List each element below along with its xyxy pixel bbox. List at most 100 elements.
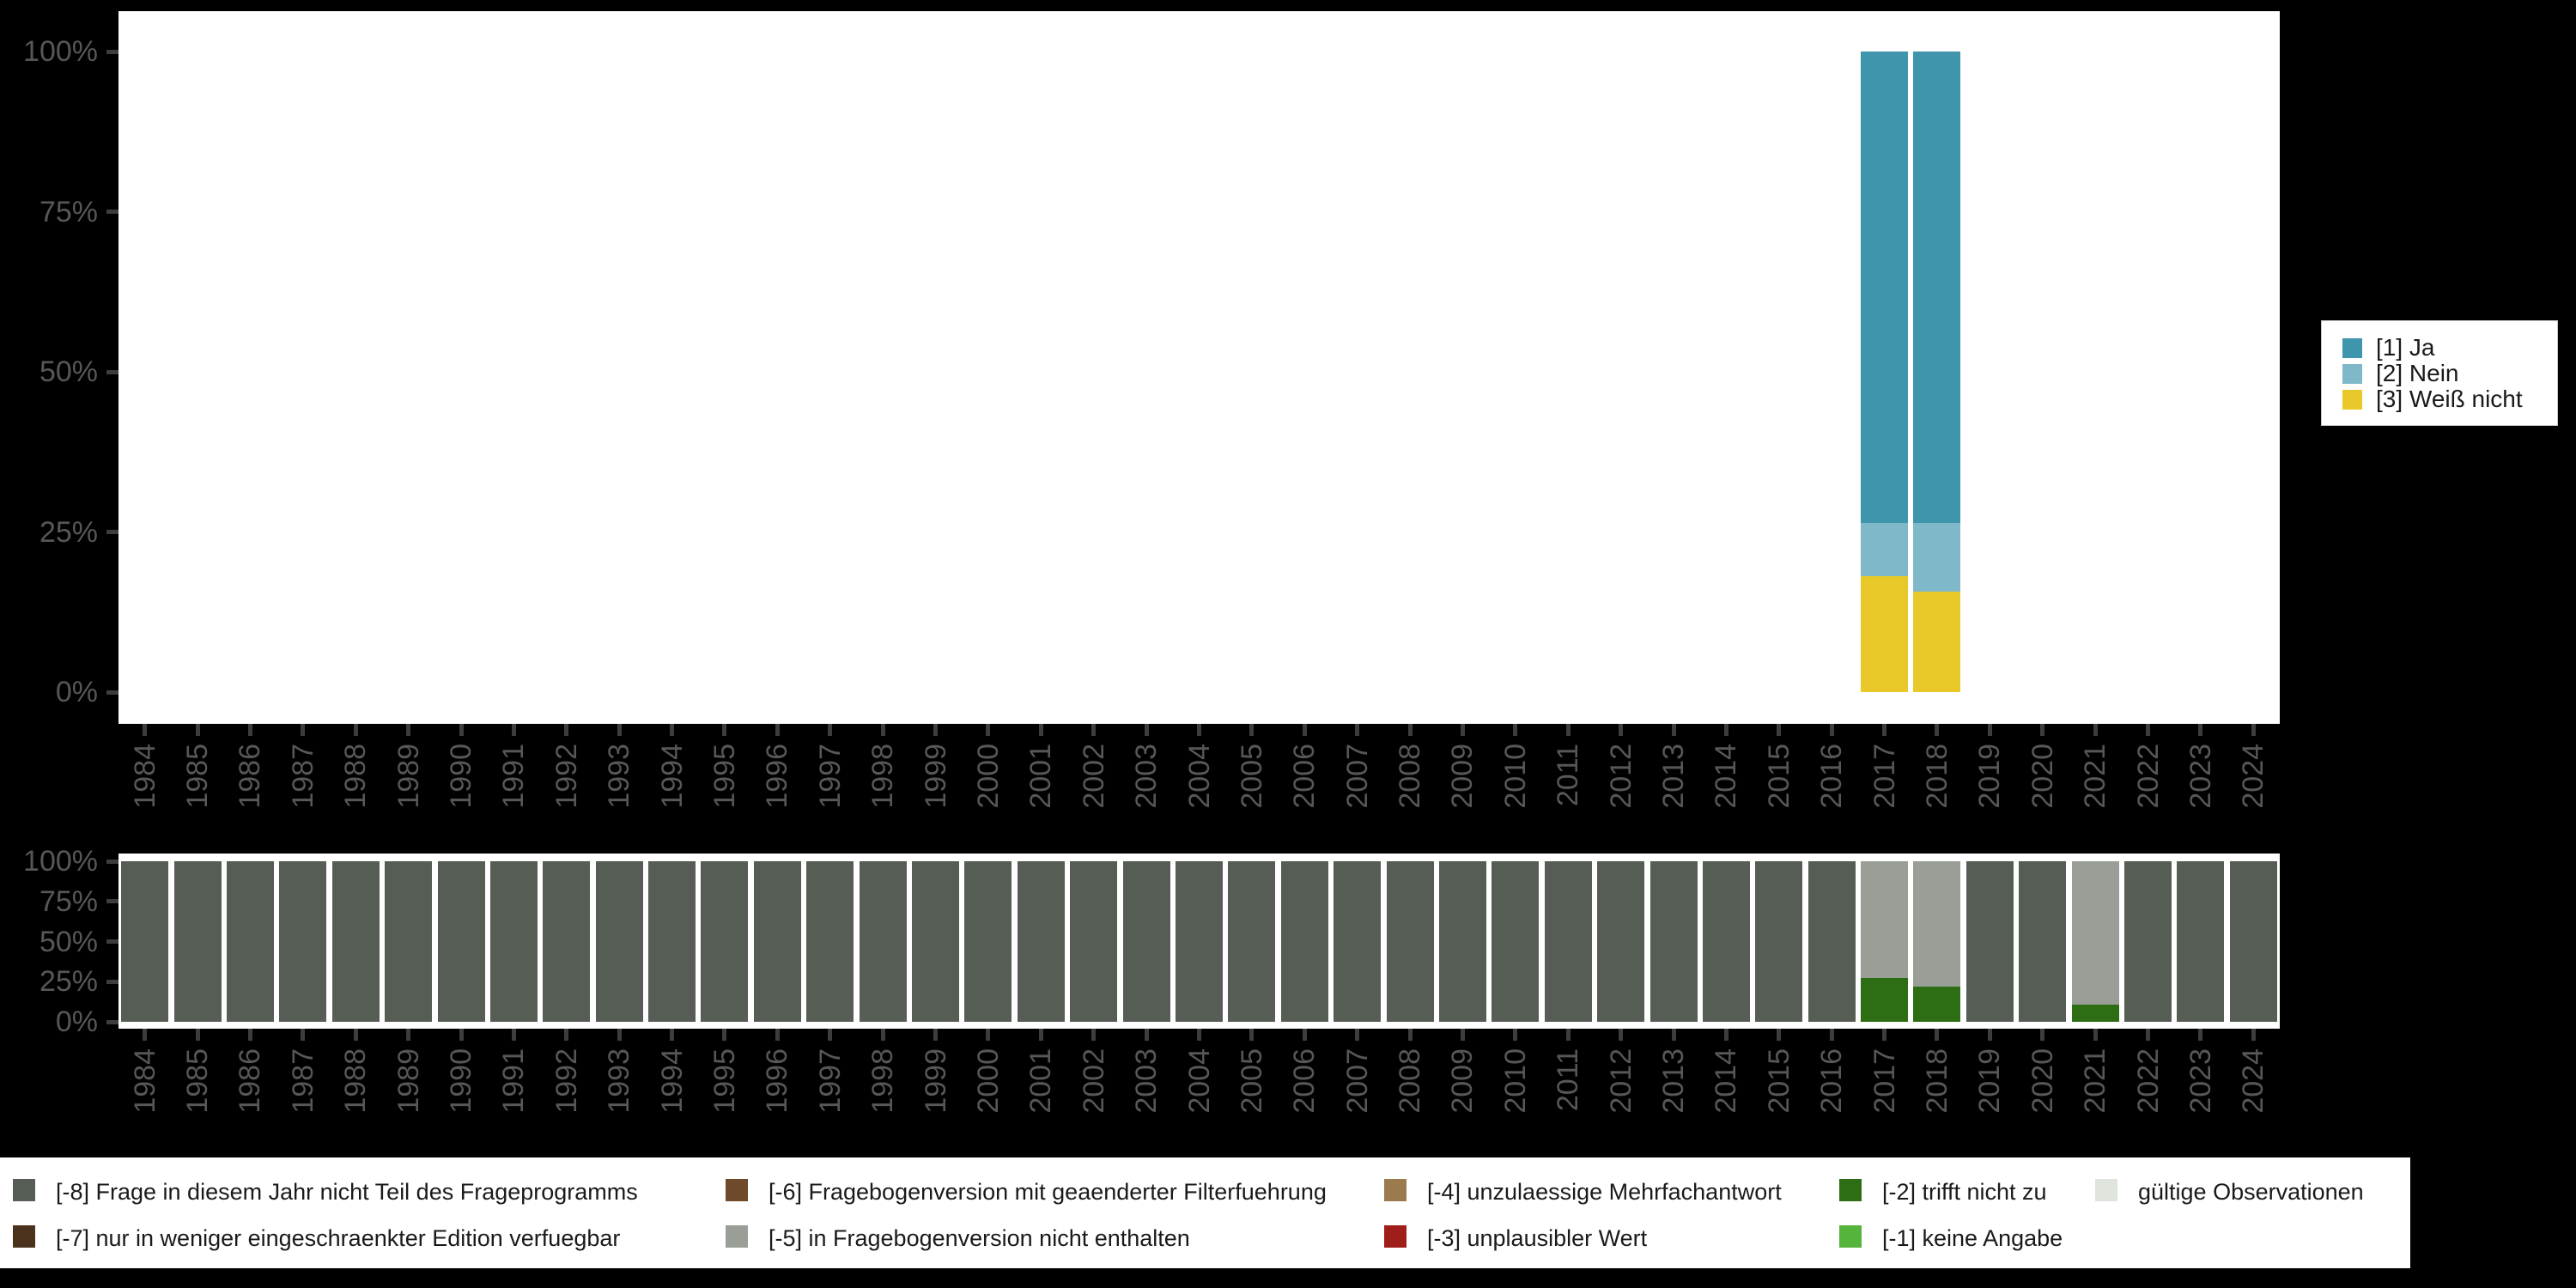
bottom-bar-2019 [1965, 861, 2014, 1022]
bottom-y-label: 50% [39, 925, 98, 958]
top-x-label: 1996 [761, 744, 794, 809]
top-bar-1995 [701, 52, 748, 692]
top-x-label: 1989 [392, 744, 425, 809]
bottom-x-tick [1407, 1029, 1413, 1041]
top-bar-2009 [1439, 52, 1486, 692]
top-bar-2008 [1387, 52, 1434, 692]
bottom-bar-1991 [489, 861, 538, 1022]
bottom-x-label: 2014 [1710, 1048, 1743, 1114]
top-x-tick [301, 724, 306, 736]
top-bar-2014 [1703, 52, 1750, 692]
top-x-tick [1935, 724, 1940, 736]
missing-legend-swatch [726, 1179, 748, 1201]
missing-legend-swatch [1839, 1225, 1862, 1248]
bottom-x-label: 2005 [1235, 1048, 1268, 1114]
top-x-tick [459, 724, 464, 736]
missing-legend-swatch [2095, 1179, 2117, 1201]
bottom-x-tick [143, 1029, 148, 1041]
top-bar-2004 [1176, 52, 1223, 692]
bottom-x-tick [1302, 1029, 1307, 1041]
top-bar-2003 [1123, 52, 1170, 692]
legend-swatch [2342, 389, 2362, 410]
bottom-bar-2009 [1438, 861, 1486, 1022]
bottom-y-tick [106, 979, 118, 984]
legend-label: [1] Ja [2376, 334, 2435, 361]
bottom-bar-segment [1122, 861, 1170, 1022]
bottom-bar-segment [2229, 861, 2277, 1022]
top-x-tick [617, 724, 622, 736]
top-x-tick [1619, 724, 1624, 736]
top-x-label: 2022 [2131, 744, 2165, 809]
top-x-label: 2010 [1498, 744, 1532, 809]
bottom-x-tick [511, 1029, 516, 1041]
bottom-x-tick [406, 1029, 411, 1041]
bottom-bar-2024 [2229, 861, 2277, 1022]
bottom-x-tick [1882, 1029, 1887, 1041]
top-bar-2020 [2019, 52, 2066, 692]
bottom-bar-segment [1386, 861, 1434, 1022]
bottom-y-label: 0% [55, 1005, 98, 1038]
legend-swatch [2342, 363, 2362, 384]
bottom-bar-2016 [1807, 861, 1856, 1022]
top-bar-1986 [227, 52, 274, 692]
top-y-tick [106, 530, 118, 534]
bottom-bar-segment [2019, 861, 2067, 1022]
top-x-tick [1565, 724, 1571, 736]
bottom-bar-segment [1597, 861, 1645, 1022]
missing-legend-swatch [726, 1225, 748, 1248]
top-bar-1984 [121, 52, 168, 692]
bottom-bar-segment [2071, 1005, 2119, 1022]
top-x-label: 2015 [1762, 744, 1795, 809]
bottom-y-label: 75% [39, 884, 98, 918]
top-x-tick [2251, 724, 2256, 736]
top-x-label: 1986 [234, 744, 267, 809]
missing-legend-label: [-8] Frage in diesem Jahr nicht Teil des… [56, 1179, 638, 1205]
legend-label: [2] Nein [2376, 360, 2459, 386]
top-bar-1985 [174, 52, 222, 692]
top-bar-2000 [964, 52, 1012, 692]
top-x-label: 2007 [1340, 744, 1374, 809]
bottom-x-label: 2004 [1182, 1048, 1216, 1114]
bottom-bar-2005 [1228, 861, 1276, 1022]
bottom-bar-segment [331, 861, 380, 1022]
bottom-bar-2017 [1861, 861, 1909, 1022]
missing-legend-label: [-4] unzulaessige Mehrfachantwort [1427, 1179, 1782, 1205]
bottom-bar-segment [1702, 861, 1750, 1022]
bottom-x-tick [1671, 1029, 1676, 1041]
bottom-bar-segment [912, 861, 960, 1022]
top-x-tick [1355, 724, 1360, 736]
top-x-tick [933, 724, 939, 736]
bottom-bar-2004 [1176, 861, 1223, 1022]
top-x-label: 2012 [1604, 744, 1637, 809]
bottom-bar-1986 [226, 861, 274, 1022]
bottom-x-label: 2012 [1604, 1048, 1637, 1114]
top-x-label: 2003 [1130, 744, 1163, 809]
top-bar-segment [1861, 575, 1909, 692]
bottom-bar-segment [1649, 861, 1698, 1022]
bottom-x-label: 2007 [1340, 1048, 1374, 1114]
top-x-tick [775, 724, 780, 736]
top-y-label: 25% [39, 515, 98, 549]
top-x-tick [1513, 724, 1518, 736]
top-y-label: 75% [39, 195, 98, 228]
bottom-bar-1990 [437, 861, 485, 1022]
top-bar-1991 [490, 52, 538, 692]
bottom-bar-2013 [1649, 861, 1698, 1022]
top-bar-segment [1913, 523, 1961, 592]
bottom-bar-2011 [1544, 861, 1592, 1022]
bottom-x-tick [2040, 1029, 2045, 1041]
top-x-label: 2019 [1973, 744, 2007, 809]
top-y-tick [106, 369, 118, 374]
bottom-bar-1988 [331, 861, 380, 1022]
top-bar-2013 [1650, 52, 1698, 692]
top-x-tick [2040, 724, 2045, 736]
bottom-x-label: 1996 [761, 1048, 794, 1114]
top-bar-2019 [1966, 52, 2014, 692]
top-x-tick [1671, 724, 1676, 736]
bottom-x-label: 2011 [1552, 1048, 1585, 1112]
legend-label: [3] Weiß nicht [2376, 386, 2523, 412]
top-x-tick [880, 724, 885, 736]
bottom-x-label: 2015 [1762, 1048, 1795, 1114]
top-x-tick [564, 724, 569, 736]
bottom-x-label: 2003 [1130, 1048, 1163, 1114]
